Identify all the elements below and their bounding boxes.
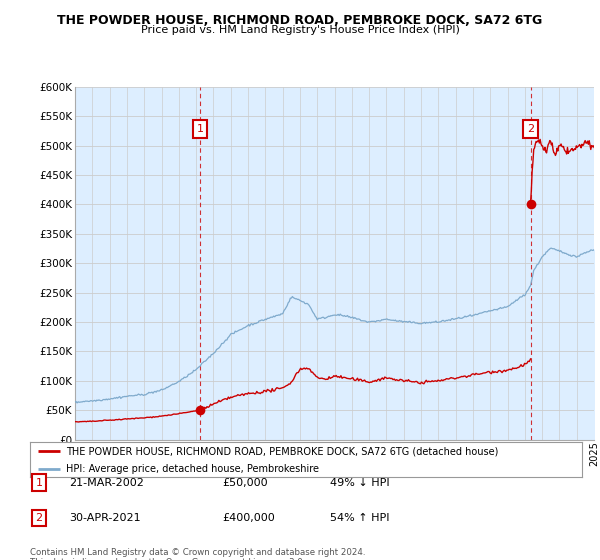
- Text: £50,000: £50,000: [222, 478, 268, 488]
- Text: 21-MAR-2002: 21-MAR-2002: [69, 478, 144, 488]
- Text: Price paid vs. HM Land Registry's House Price Index (HPI): Price paid vs. HM Land Registry's House …: [140, 25, 460, 35]
- Text: 54% ↑ HPI: 54% ↑ HPI: [330, 513, 389, 523]
- Text: THE POWDER HOUSE, RICHMOND ROAD, PEMBROKE DOCK, SA72 6TG (detached house): THE POWDER HOUSE, RICHMOND ROAD, PEMBROK…: [66, 446, 498, 456]
- Text: 30-APR-2021: 30-APR-2021: [69, 513, 140, 523]
- Text: THE POWDER HOUSE, RICHMOND ROAD, PEMBROKE DOCK, SA72 6TG: THE POWDER HOUSE, RICHMOND ROAD, PEMBROK…: [58, 14, 542, 27]
- Text: 2: 2: [35, 513, 43, 523]
- Text: 1: 1: [196, 124, 203, 134]
- Text: £400,000: £400,000: [222, 513, 275, 523]
- Text: Contains HM Land Registry data © Crown copyright and database right 2024.
This d: Contains HM Land Registry data © Crown c…: [30, 548, 365, 560]
- Text: 49% ↓ HPI: 49% ↓ HPI: [330, 478, 389, 488]
- Text: 1: 1: [35, 478, 43, 488]
- Text: 2: 2: [527, 124, 534, 134]
- Text: HPI: Average price, detached house, Pembrokeshire: HPI: Average price, detached house, Pemb…: [66, 464, 319, 474]
